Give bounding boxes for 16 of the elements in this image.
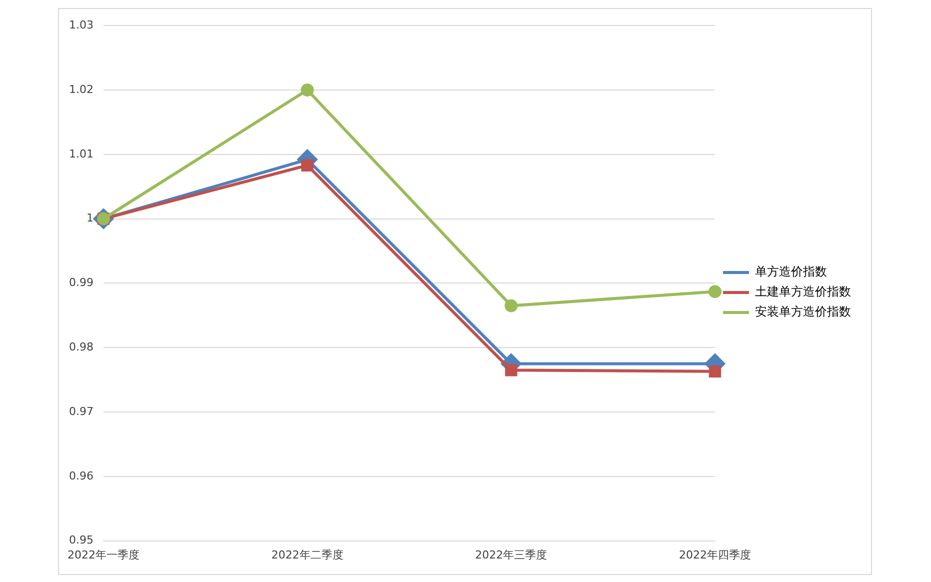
legend-label: 单方造价指数 bbox=[755, 264, 827, 279]
y-tick-label: 0.99 bbox=[68, 276, 94, 290]
y-tick-label: 0.98 bbox=[68, 340, 94, 354]
x-tick-label: 2022年四季度 bbox=[679, 548, 751, 562]
y-tick-label: 1.03 bbox=[68, 18, 94, 32]
x-tick-label: 2022年二季度 bbox=[271, 548, 344, 562]
y-tick-label: 0.97 bbox=[68, 404, 94, 418]
legend-label: 安装单方造价指数 bbox=[755, 304, 851, 319]
x-tick-label: 2022年一季度 bbox=[67, 548, 140, 562]
y-tick-label: 1.02 bbox=[68, 82, 94, 96]
legend-label: 土建单方造价指数 bbox=[755, 284, 851, 299]
x-tick-label: 2022年三季度 bbox=[475, 548, 548, 562]
y-tick-label: 1.01 bbox=[68, 147, 94, 160]
y-tick-label: 1 bbox=[86, 212, 94, 225]
y-tick-label: 0.95 bbox=[68, 534, 94, 547]
y-tick-label: 0.96 bbox=[68, 469, 94, 482]
